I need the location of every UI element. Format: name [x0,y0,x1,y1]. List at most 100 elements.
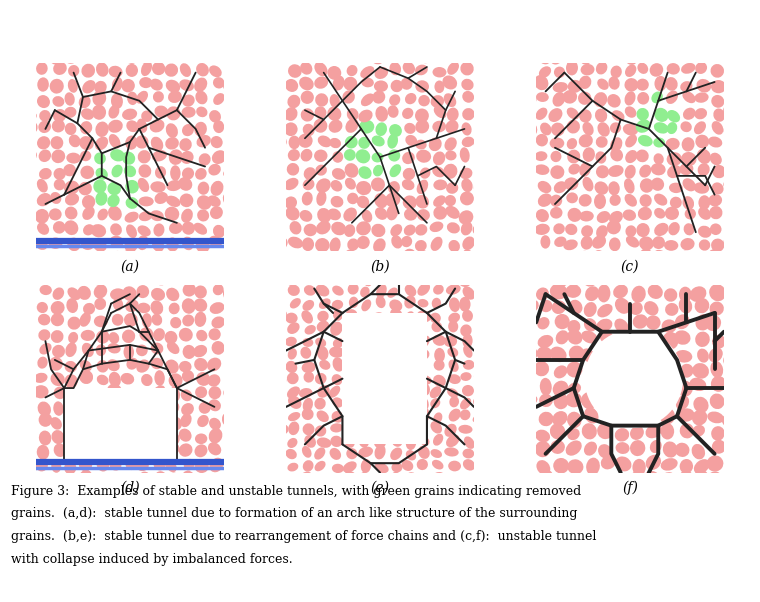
Ellipse shape [302,300,314,311]
Ellipse shape [725,285,737,299]
Ellipse shape [445,206,460,219]
Ellipse shape [284,49,297,62]
Ellipse shape [302,191,312,205]
Ellipse shape [665,303,679,316]
Ellipse shape [138,225,150,237]
Ellipse shape [586,458,600,476]
Ellipse shape [742,337,756,349]
Ellipse shape [537,460,550,475]
Ellipse shape [275,275,287,286]
Ellipse shape [109,134,121,149]
Text: grains.  (b,e):  stable tunnel due to rearrangement of force chains and (c,f):  : grains. (b,e): stable tunnel due to rear… [11,530,597,544]
Ellipse shape [375,122,387,136]
Ellipse shape [403,168,415,180]
Ellipse shape [404,208,417,220]
Ellipse shape [82,343,93,357]
Ellipse shape [223,457,236,468]
Ellipse shape [625,78,638,92]
Ellipse shape [679,459,693,474]
Ellipse shape [739,94,750,105]
Ellipse shape [154,192,168,204]
Ellipse shape [711,80,726,93]
Ellipse shape [49,259,63,270]
Ellipse shape [274,52,286,65]
Ellipse shape [195,444,207,458]
Ellipse shape [270,287,283,297]
Ellipse shape [475,191,489,205]
Ellipse shape [390,447,402,460]
Ellipse shape [583,270,598,287]
Ellipse shape [568,208,581,222]
Ellipse shape [385,193,401,207]
Ellipse shape [475,444,486,459]
Ellipse shape [239,311,253,327]
Ellipse shape [168,401,179,413]
Ellipse shape [417,270,429,284]
Ellipse shape [693,397,708,413]
Ellipse shape [329,347,344,358]
Ellipse shape [696,49,711,63]
Ellipse shape [646,455,661,470]
Ellipse shape [568,80,582,93]
Ellipse shape [432,472,445,483]
Ellipse shape [239,429,251,441]
Ellipse shape [433,152,445,166]
Ellipse shape [490,475,502,485]
Ellipse shape [270,450,283,461]
Ellipse shape [638,135,653,146]
Ellipse shape [708,137,722,147]
Ellipse shape [68,238,81,251]
Ellipse shape [549,108,562,122]
Ellipse shape [21,413,35,426]
Ellipse shape [275,298,285,311]
Ellipse shape [521,458,536,470]
Ellipse shape [284,178,299,190]
Ellipse shape [696,37,711,48]
Ellipse shape [538,52,551,64]
Ellipse shape [68,317,81,330]
Ellipse shape [475,151,489,165]
Ellipse shape [489,135,501,150]
Ellipse shape [448,374,461,384]
Ellipse shape [742,208,753,220]
Ellipse shape [33,36,48,51]
Ellipse shape [697,349,709,362]
Ellipse shape [49,208,62,220]
Ellipse shape [150,181,166,193]
Ellipse shape [39,430,52,445]
Ellipse shape [36,459,48,471]
Ellipse shape [679,423,694,438]
Ellipse shape [122,152,135,165]
Ellipse shape [126,120,138,132]
Ellipse shape [662,320,676,333]
Ellipse shape [477,261,487,274]
Ellipse shape [565,50,578,65]
Ellipse shape [24,111,36,121]
Ellipse shape [169,257,180,270]
Ellipse shape [332,285,344,296]
Ellipse shape [689,377,706,391]
Ellipse shape [420,382,430,396]
Ellipse shape [654,137,665,147]
Ellipse shape [692,363,709,379]
Ellipse shape [225,207,238,221]
Ellipse shape [237,251,251,264]
Ellipse shape [375,106,388,122]
Ellipse shape [663,332,679,349]
Ellipse shape [182,471,195,483]
Ellipse shape [182,124,194,136]
Ellipse shape [68,332,78,344]
Ellipse shape [373,312,385,322]
Ellipse shape [49,357,63,371]
Ellipse shape [198,182,209,195]
Ellipse shape [490,349,501,360]
Ellipse shape [567,108,579,119]
Ellipse shape [169,252,179,264]
Ellipse shape [416,195,429,208]
Ellipse shape [284,196,297,209]
Ellipse shape [710,223,721,235]
Ellipse shape [302,179,315,190]
Ellipse shape [491,225,503,239]
Ellipse shape [240,271,254,285]
Ellipse shape [241,287,252,300]
